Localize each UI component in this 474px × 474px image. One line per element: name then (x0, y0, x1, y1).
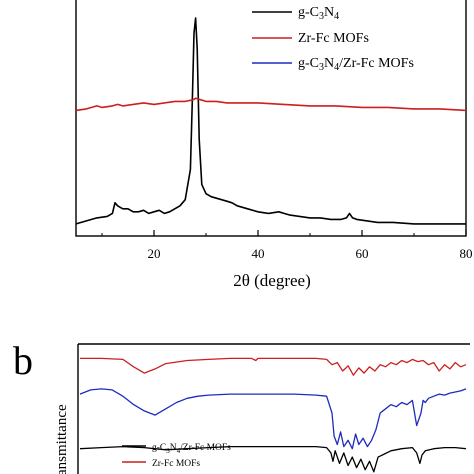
panel-a-legend-entry-2: g-C3​N4​/Zr-Fc MOFs (298, 56, 414, 73)
panel-a-x-ticks: 20 40 60 80 (101, 230, 473, 261)
panel-b-legend-entry-1: Zr-Fc MOFs (152, 459, 200, 469)
panel-a-frame (75, 0, 467, 237)
panel-a-legend: g-C3​N4​ Zr-Fc MOFs g-C3​N4​/Zr-Fc MOFs (252, 5, 414, 73)
panel-a-legend-entry-0: g-C3​N4​ (298, 5, 339, 22)
panel-a-series (75, 17, 467, 225)
panel-a-x-tick-label-2: 60 (356, 246, 369, 261)
panel-b-legend-entry-0: g-C3​N4​/Zr-Fc MOFs (152, 443, 231, 455)
panel-a-series-1-line (75, 97, 467, 112)
panel-b-legend: g-C3​N4​/Zr-Fc MOFs Zr-Fc MOFs (122, 443, 231, 469)
panel-b-series (79, 357, 467, 473)
panel-a-x-axis-title: 2θ (degree) (233, 271, 311, 290)
panel-b-series-1-line (79, 388, 467, 450)
panel-b-y-axis-title: ansmittance (54, 404, 70, 474)
panel-a-x-tick-label-1: 40 (252, 246, 265, 261)
panel-b-series-2-line (79, 445, 467, 473)
panel-a-legend-entry-1: Zr-Fc MOFs (298, 31, 369, 46)
panel-b-series-0-line (80, 357, 467, 376)
panel-a-x-tick-label-3: 80 (460, 246, 473, 261)
panel-a-x-tick-label-0: 20 (148, 246, 161, 261)
panel-b-letter: b (13, 338, 33, 383)
panel-a-series-0-line (75, 17, 466, 225)
